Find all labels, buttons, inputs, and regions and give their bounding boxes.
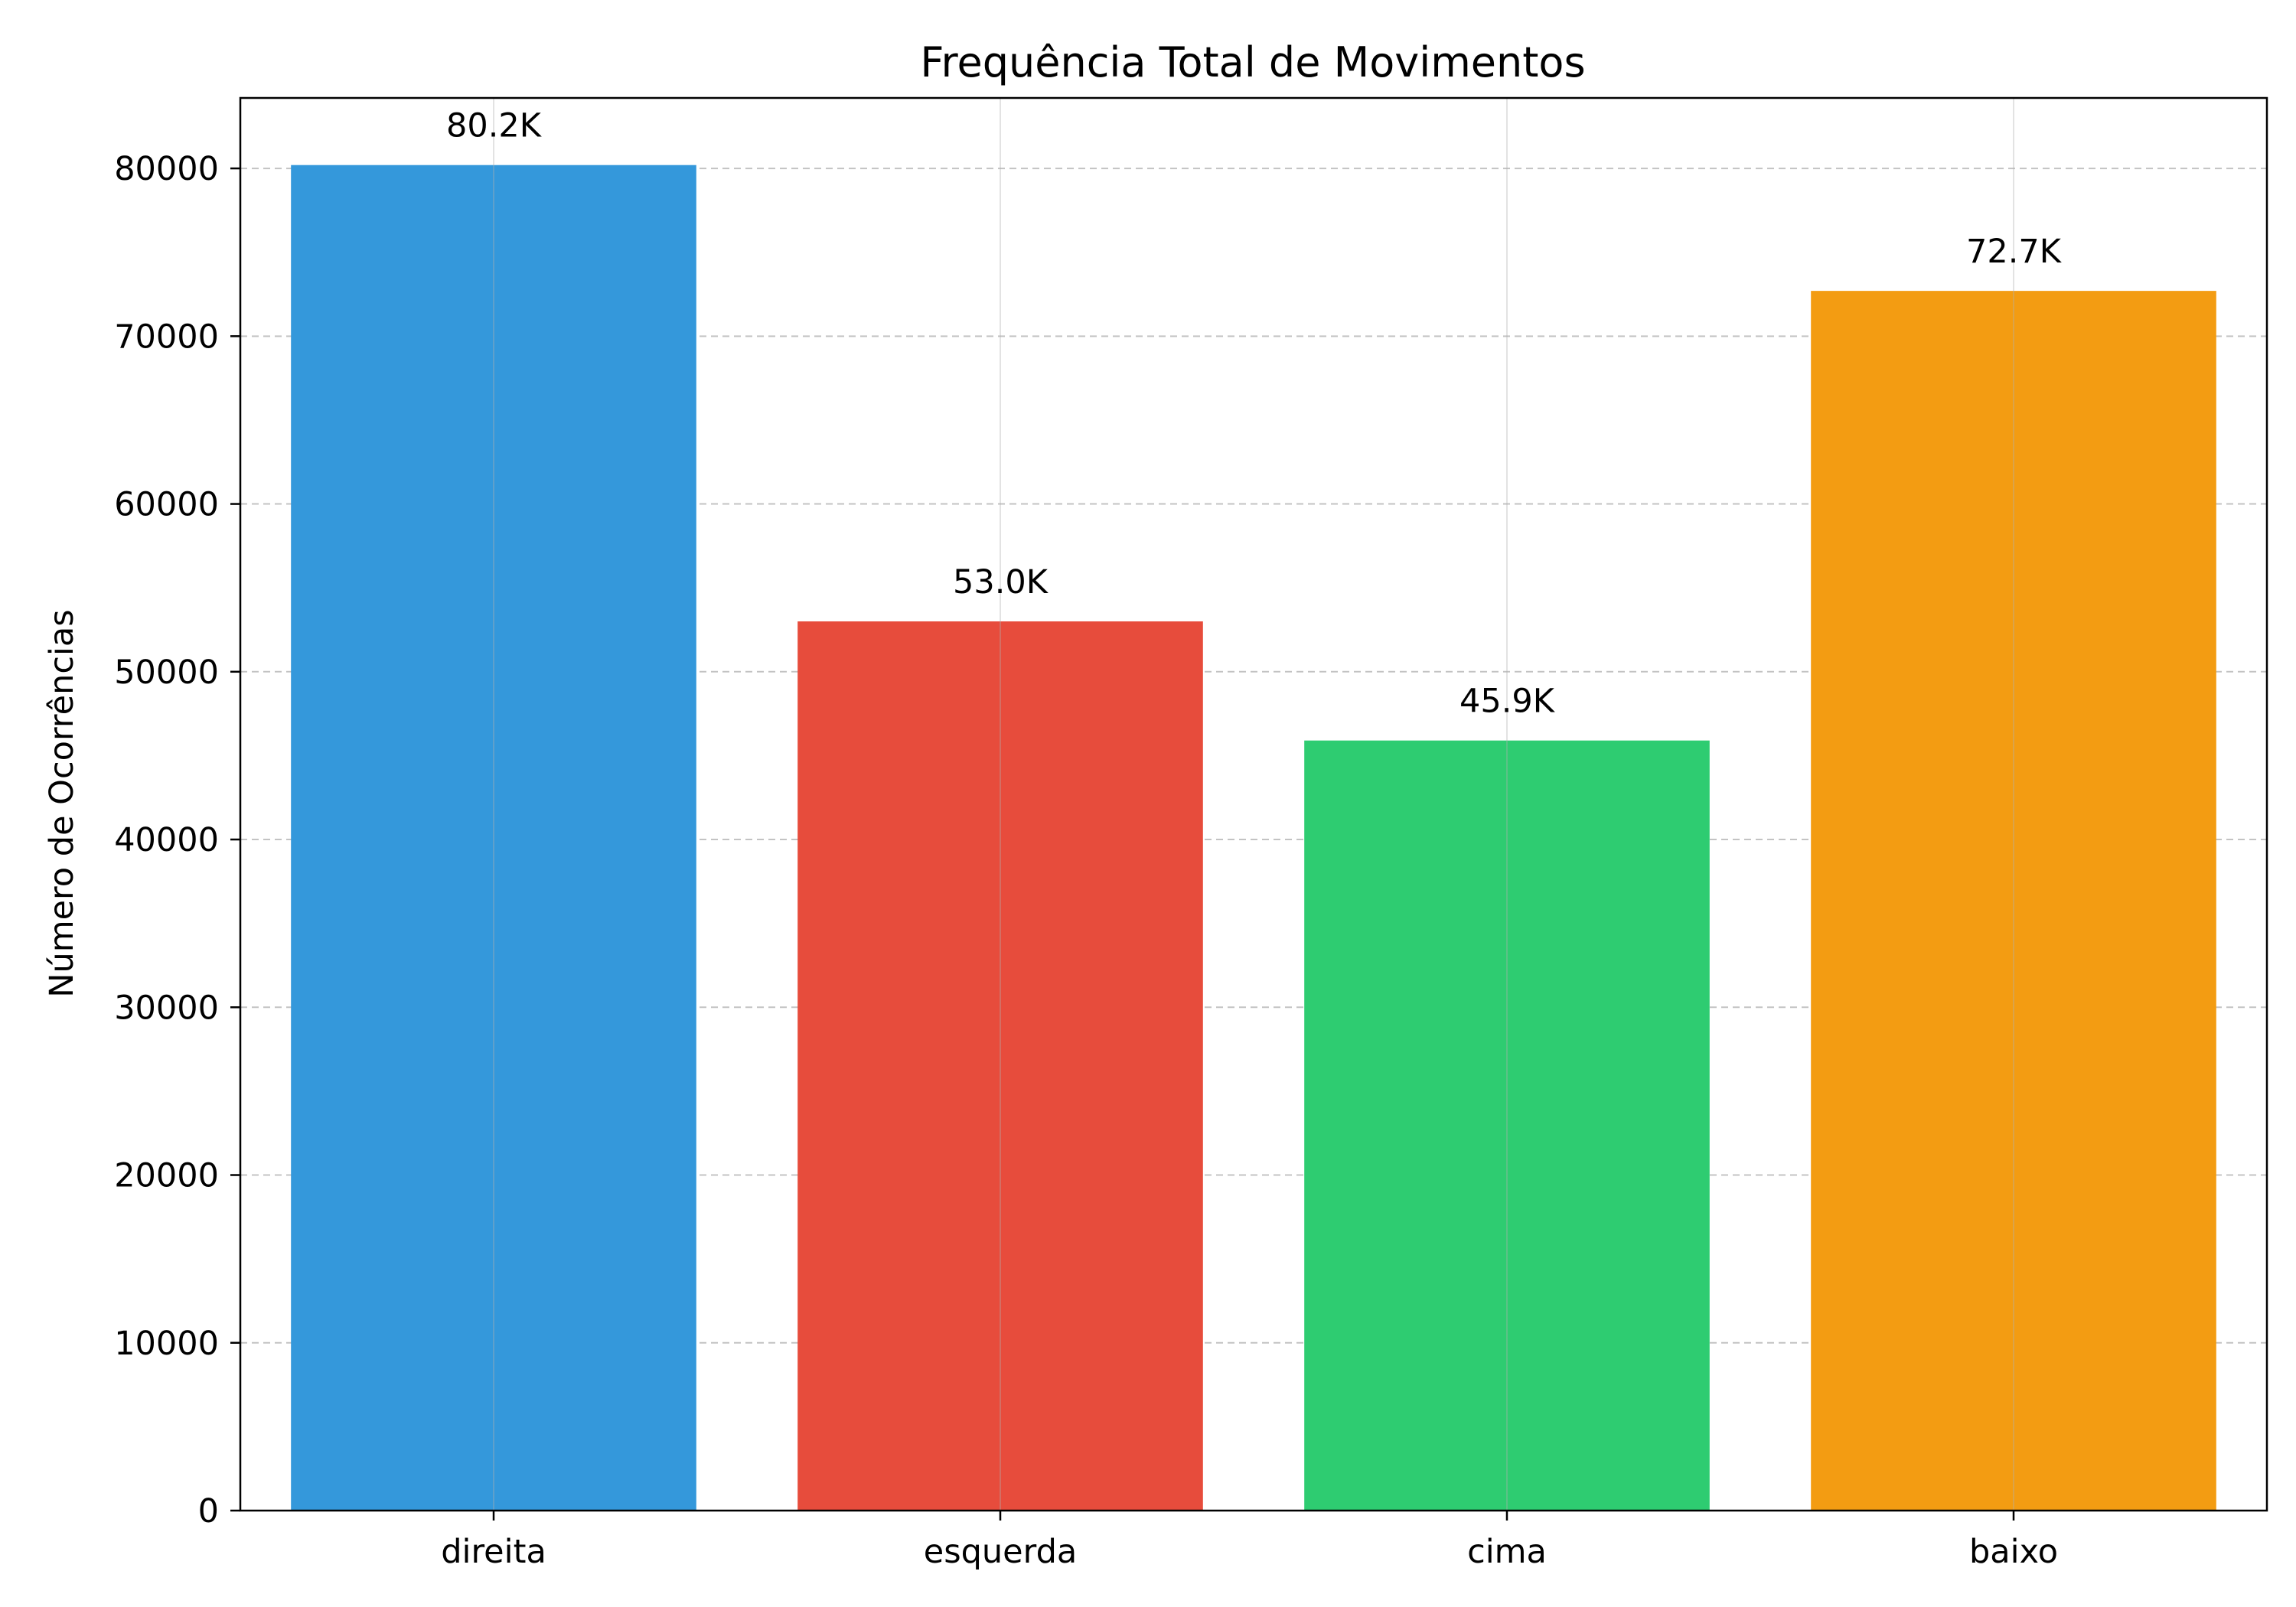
y-tick-label: 30000 (114, 989, 219, 1027)
bar-value-label: 80.2K (446, 107, 543, 145)
x-tick-label: esquerda (924, 1533, 1077, 1571)
bar-value-label: 45.9K (1459, 683, 1556, 721)
y-tick-label: 20000 (114, 1157, 219, 1195)
plot-frame (239, 96, 2268, 1512)
bar-value-label: 53.0K (953, 563, 1049, 601)
x-tick-label: direita (441, 1533, 546, 1571)
plot-area: 0 10000 20000 30000 40000 50000 60000 70000 8000… (114, 96, 2268, 1571)
bar-direita (291, 165, 696, 1511)
y-tick-label: 70000 (114, 318, 219, 356)
y-tick-label: 10000 (114, 1325, 219, 1363)
y-axis-label: Número de Ocorrências (43, 609, 81, 997)
y-tick-label: 60000 (114, 486, 219, 524)
bar-value-label: 72.7K (1966, 233, 2063, 271)
x-tick-label: baixo (1969, 1533, 2058, 1571)
x-tick-label: cima (1467, 1533, 1547, 1571)
y-tick-label: 50000 (114, 654, 219, 692)
bar-baixo (1811, 291, 2216, 1511)
bar-cima (1304, 740, 1710, 1511)
y-tick-label: 40000 (114, 821, 219, 859)
bar-esquerda (797, 621, 1203, 1511)
y-tick-label: 0 (198, 1492, 219, 1530)
y-tick-label: 80000 (114, 150, 219, 188)
chart-title: Frequência Total de Movimentos (920, 38, 1585, 86)
